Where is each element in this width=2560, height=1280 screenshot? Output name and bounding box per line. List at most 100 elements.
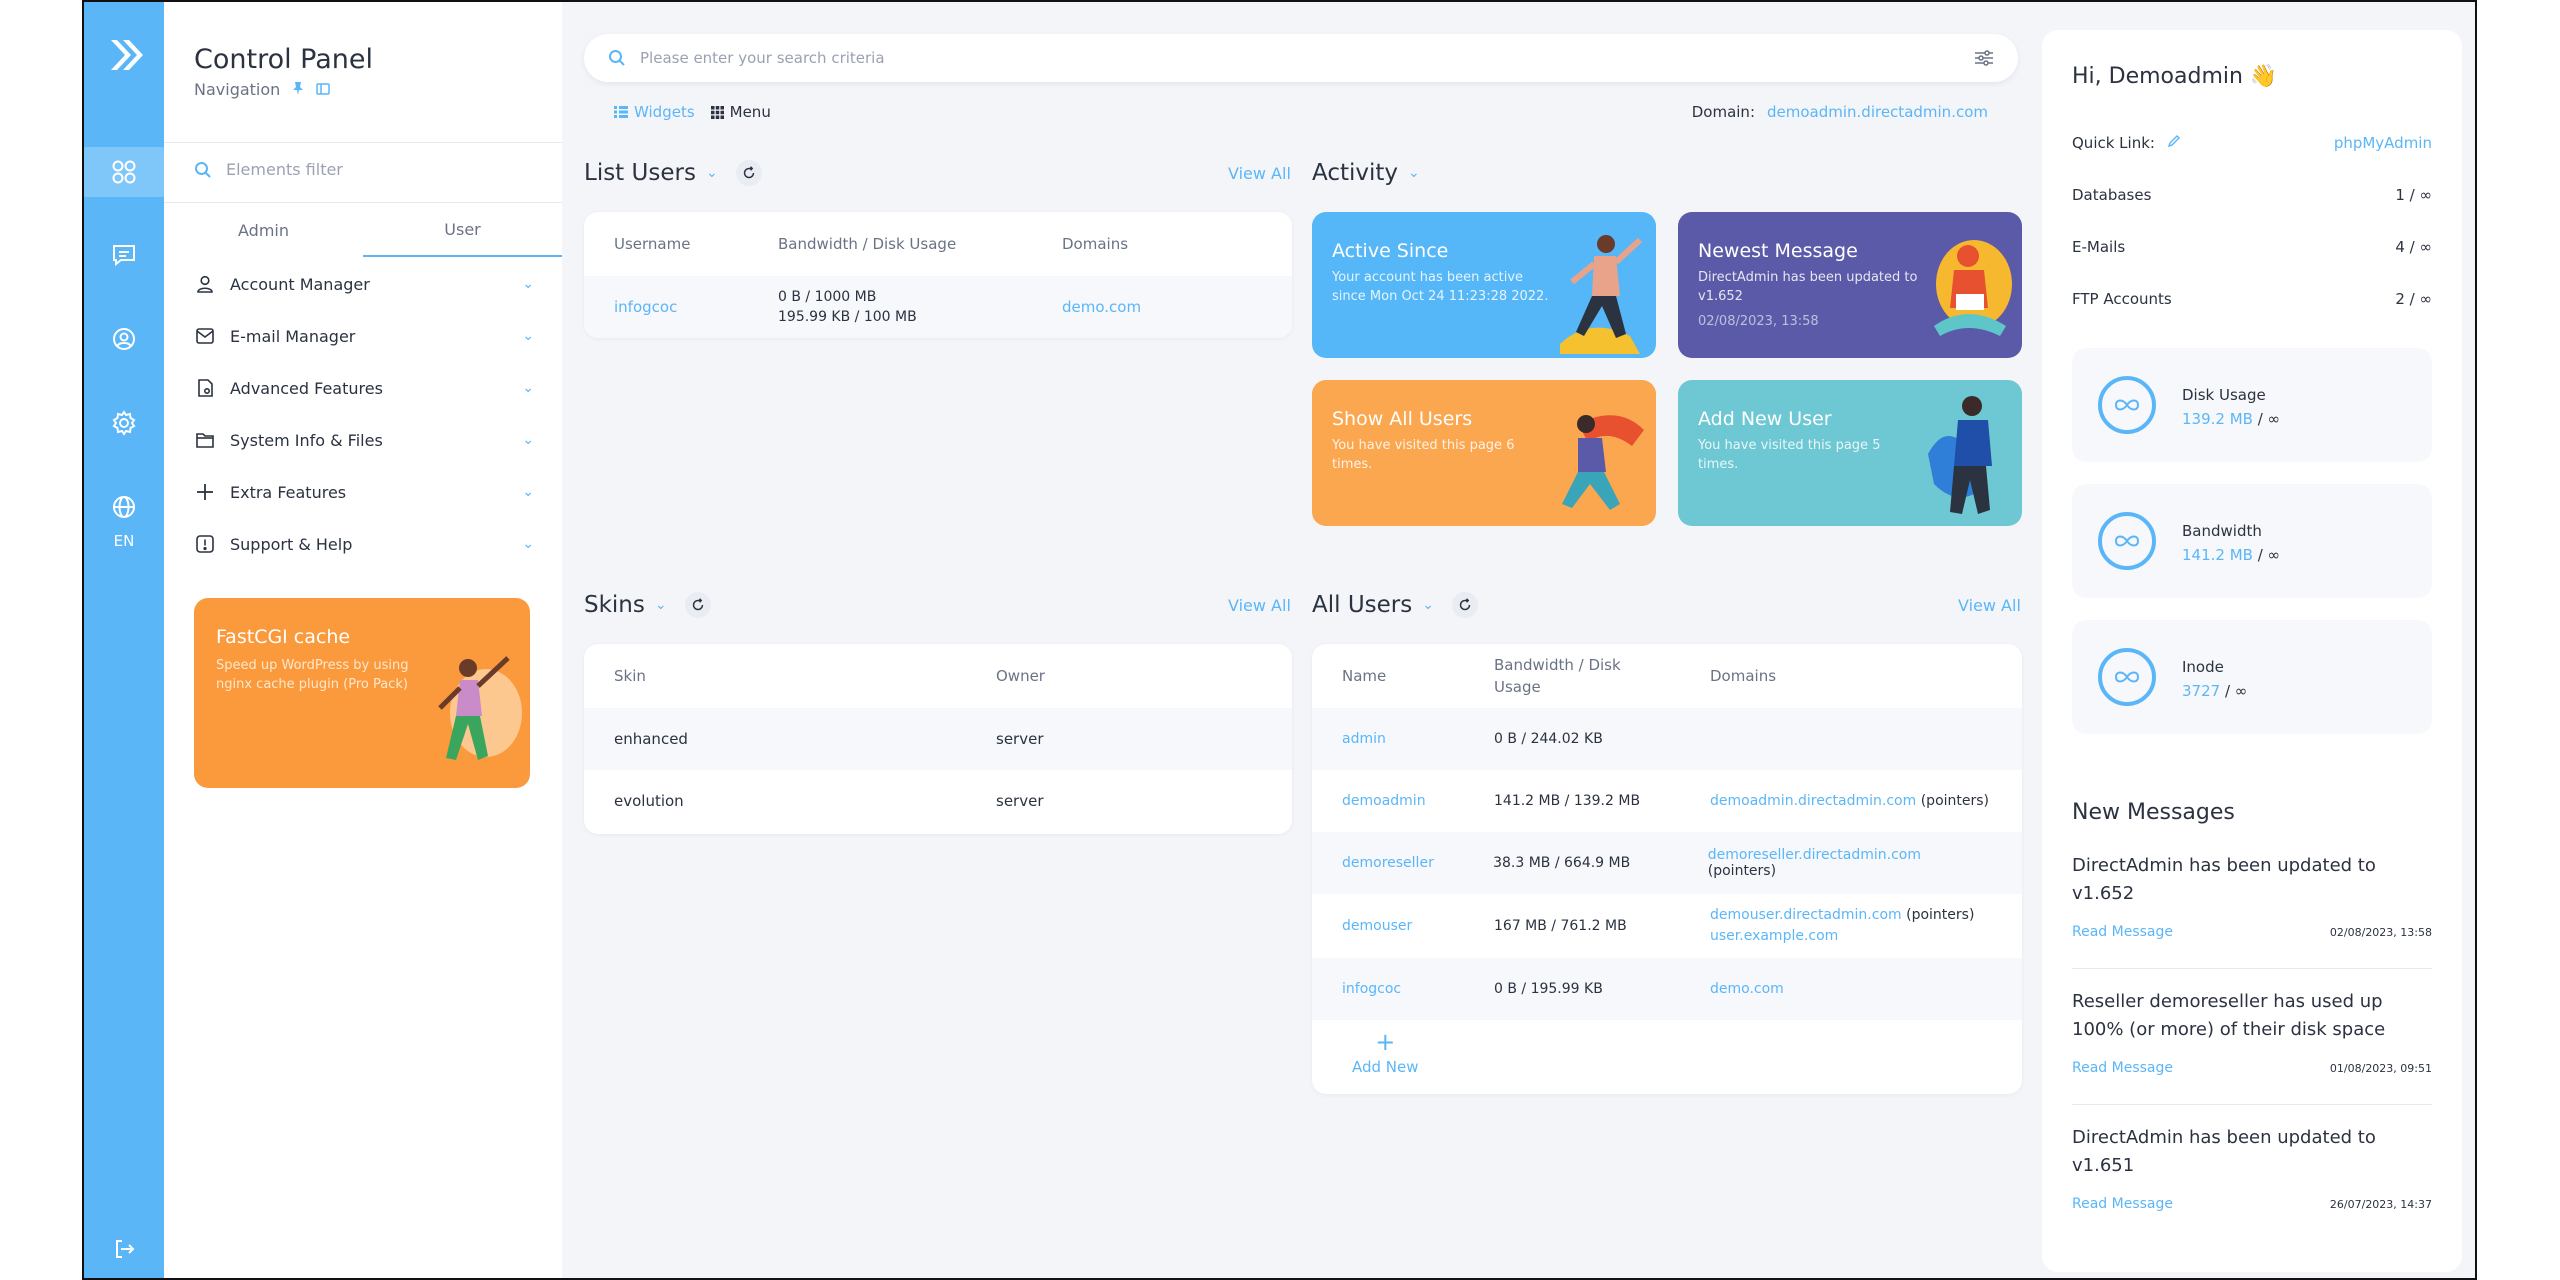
menu-item-label: Support & Help: [230, 534, 353, 554]
menu-item-support-help[interactable]: Support & Help ⌄: [194, 518, 534, 570]
filter-placeholder: Elements filter: [226, 160, 343, 179]
menu-item-account-manager[interactable]: Account Manager ⌄: [194, 258, 534, 310]
widgets-toggle[interactable]: Widgets: [614, 103, 695, 121]
section-title: All Users: [1312, 592, 1413, 618]
read-message-link[interactable]: Read Message: [2072, 924, 2173, 940]
view-all-link[interactable]: View All: [1958, 596, 2021, 615]
table-row[interactable]: demouser 167 MB / 761.2 MB demouser.dire…: [1312, 894, 2022, 958]
show-all-users-card[interactable]: Show All Users You have visited this pag…: [1312, 380, 1656, 526]
user-link[interactable]: demouser: [1342, 918, 1413, 934]
promo-description: Speed up WordPress by using nginx cache …: [216, 658, 409, 692]
domain-link[interactable]: demouser.directadmin.com: [1710, 907, 1902, 923]
fastcgi-promo-card[interactable]: FastCGI cache Speed up WordPress by usin…: [194, 598, 530, 788]
layout-toggle-icon[interactable]: [316, 80, 331, 99]
account-icon[interactable]: [84, 314, 164, 364]
read-message-link[interactable]: Read Message: [2072, 1060, 2173, 1076]
refresh-icon[interactable]: [735, 160, 762, 186]
settings-icon[interactable]: [84, 398, 164, 448]
domain-cell: demouser.directadmin.com (pointers) user…: [1710, 905, 1974, 947]
account-summary-panel: Hi, Demoadmin 👋 Quick Link: phpMyAdmin D…: [2042, 30, 2462, 1272]
dashboard-icon[interactable]: [84, 147, 164, 197]
skin-name: enhanced: [614, 730, 688, 748]
table-row[interactable]: demoreseller 38.3 MB / 664.9 MB demorese…: [1312, 832, 2022, 894]
domain-link[interactable]: demoreseller.directadmin.com: [1707, 847, 1921, 863]
section-title: Skins: [584, 592, 645, 618]
menu-toggle[interactable]: Menu: [710, 103, 771, 121]
promo-illustration: [438, 656, 522, 760]
user-link[interactable]: infogcoc: [1342, 981, 1402, 997]
refresh-icon[interactable]: [684, 592, 711, 618]
tab-user[interactable]: User: [363, 203, 562, 257]
logout-icon[interactable]: [84, 1224, 164, 1274]
message-date: 26/07/2023, 14:37: [2329, 1197, 2432, 1211]
card-description: Your account has been active since Mon O…: [1332, 270, 1549, 304]
message-text: Reseller demoreseller has used up 100% (…: [2072, 991, 2386, 1040]
column-header: Bandwidth / Disk Usage: [778, 235, 957, 253]
mail-icon: [194, 325, 216, 347]
chevron-down-icon[interactable]: ⌄: [654, 597, 667, 613]
navigation-panel: Control Panel Navigation Elements filter…: [164, 2, 562, 1278]
quick-link-value[interactable]: phpMyAdmin: [2333, 134, 2432, 152]
user-link[interactable]: demoreseller: [1342, 855, 1434, 871]
chevron-down-icon[interactable]: ⌄: [1422, 597, 1434, 613]
chevron-down-icon[interactable]: ⌄: [705, 165, 718, 181]
view-all-link[interactable]: View All: [1228, 164, 1291, 183]
card-description: You have visited this page 5 times.: [1698, 438, 1881, 472]
emails-row: E-Mails 4 / ∞: [2072, 238, 2432, 256]
language-label[interactable]: EN: [113, 532, 135, 550]
menu-item-advanced-features[interactable]: Advanced Features ⌄: [194, 362, 534, 414]
pin-icon[interactable]: [292, 81, 304, 99]
view-all-link[interactable]: View All: [1228, 596, 1291, 615]
table-row[interactable]: infogcoc 0 B / 1000 MB 195.99 KB / 100 M…: [584, 276, 1292, 338]
refresh-icon[interactable]: [1451, 592, 1478, 618]
chevron-down-icon[interactable]: ⌄: [1408, 165, 1420, 181]
user-link[interactable]: demoadmin: [1342, 793, 1426, 809]
domain-selector[interactable]: demoadmin.directadmin.com: [1767, 103, 1988, 121]
search-bar[interactable]: Please enter your search criteria: [584, 34, 2018, 82]
card-title: Add New User: [1698, 408, 1832, 430]
table-header: Skin Owner: [584, 644, 1292, 708]
search-input[interactable]: Please enter your search criteria: [640, 49, 885, 67]
add-new-user-button[interactable]: + Add New: [1352, 1030, 1419, 1076]
divider: [164, 142, 562, 143]
column-header: Domains: [1710, 667, 1777, 685]
stat-label: E-Mails: [2072, 238, 2126, 256]
message-date: 02/08/2023, 13:58: [2329, 925, 2432, 939]
search-icon: [195, 161, 211, 178]
list-users-table: Username Bandwidth / Disk Usage Domains …: [584, 212, 1292, 338]
user-link[interactable]: admin: [1342, 731, 1386, 747]
table-row[interactable]: enhanced server: [584, 708, 1292, 770]
menu-item-label: Extra Features: [230, 482, 347, 502]
stat-used: 141.2 MB: [2182, 546, 2253, 564]
table-row[interactable]: infogcoc 0 B / 195.99 KB demo.com: [1312, 958, 2022, 1020]
tab-admin[interactable]: Admin: [238, 220, 289, 240]
active-since-card[interactable]: Active Since Your account has been activ…: [1312, 212, 1656, 358]
globe-icon[interactable]: [84, 482, 164, 532]
table-row[interactable]: demoadmin 141.2 MB / 139.2 MB demoadmin.…: [1312, 770, 2022, 832]
add-new-user-card[interactable]: Add New User You have visited this page …: [1678, 380, 2022, 526]
read-message-link[interactable]: Read Message: [2072, 1196, 2173, 1212]
edit-icon[interactable]: [2167, 134, 2181, 152]
infinity-icon: [2098, 512, 2156, 570]
domain-link[interactable]: demoadmin.directadmin.com: [1710, 793, 1917, 809]
logo-icon[interactable]: [101, 32, 147, 78]
table-header: Name Bandwidth / Disk Usage Domains: [1312, 644, 2022, 708]
activity-header: Activity ⌄: [1312, 160, 1420, 186]
newest-message-card[interactable]: Newest Message DirectAdmin has been upda…: [1678, 212, 2022, 358]
username-link[interactable]: infogcoc: [614, 298, 678, 316]
elements-filter[interactable]: Elements filter: [194, 160, 343, 179]
bandwidth-value: 0 B / 1000 MB: [778, 289, 877, 305]
domain-link-secondary[interactable]: user.example.com: [1710, 928, 1839, 944]
menu-item-system-info[interactable]: System Info & Files ⌄: [194, 414, 534, 466]
domain-link[interactable]: demo.com: [1710, 981, 1784, 997]
menu-item-extra-features[interactable]: Extra Features ⌄: [194, 466, 534, 518]
bandwidth-card: Bandwidth 141.2 MB / ∞: [2072, 484, 2432, 598]
menu-item-email-manager[interactable]: E-mail Manager ⌄: [194, 310, 534, 362]
view-toggle-bar: Widgets Menu Domain: demoadmin.directadm…: [584, 92, 2018, 132]
messages-icon[interactable]: [84, 230, 164, 280]
filter-settings-icon[interactable]: [1974, 49, 1994, 67]
table-row[interactable]: evolution server: [584, 770, 1292, 832]
table-row[interactable]: admin 0 B / 244.02 KB: [1312, 708, 2022, 770]
stat-limit: ∞: [2267, 546, 2281, 564]
domain-link[interactable]: demo.com: [1062, 298, 1142, 316]
